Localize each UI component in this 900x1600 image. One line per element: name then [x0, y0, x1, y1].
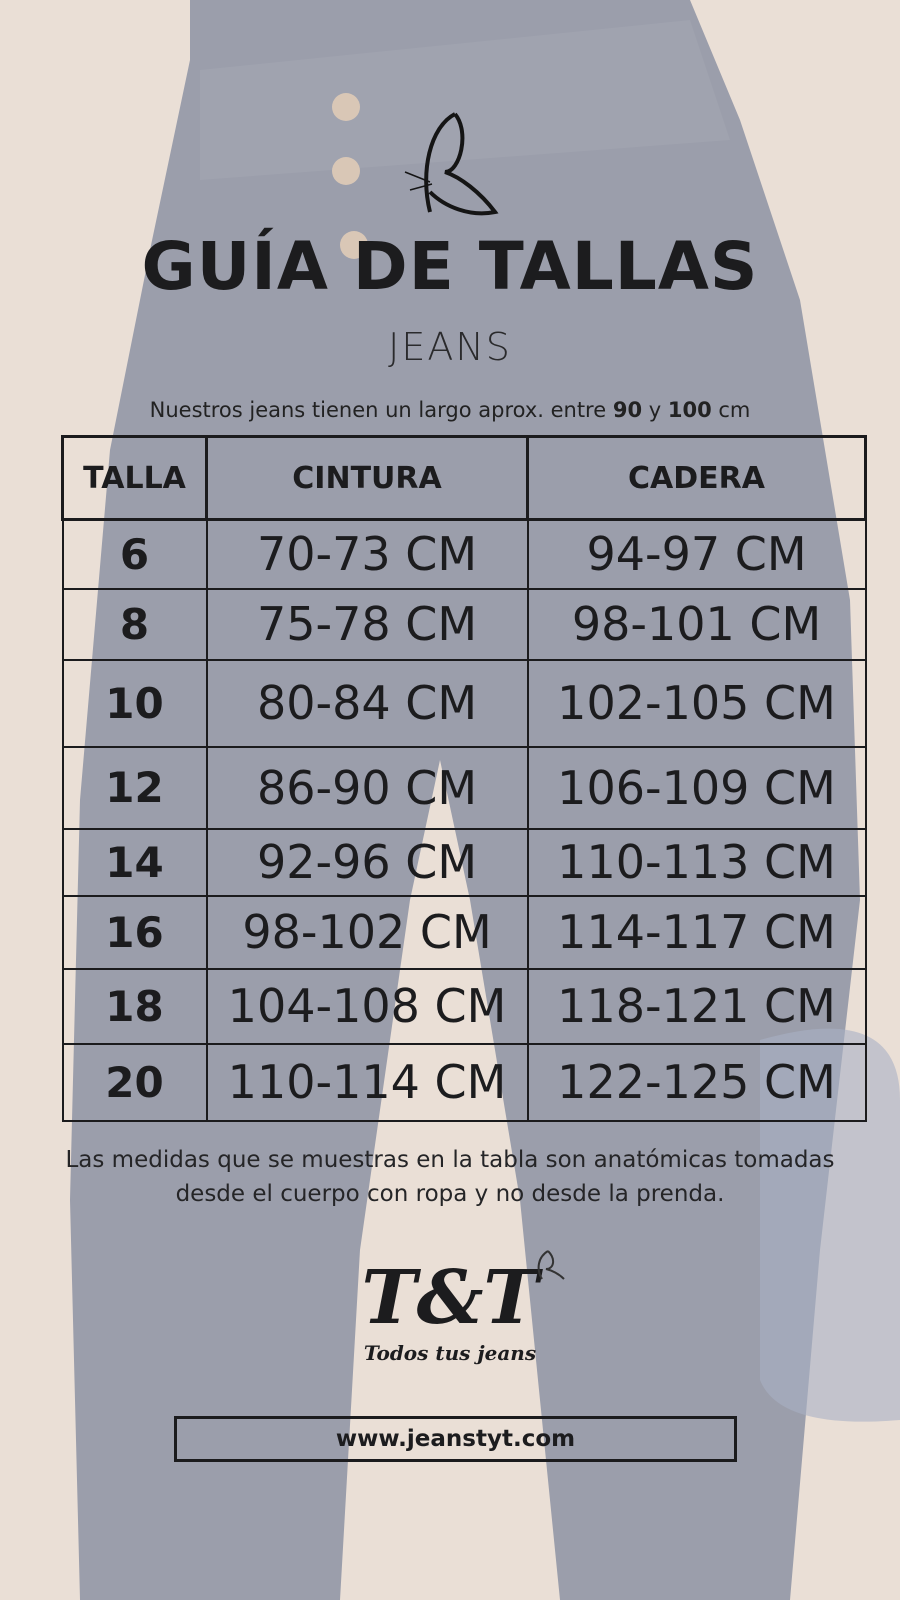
waist-cell: 110-114 CM — [205, 1042, 529, 1122]
page-subtitle: JEANS — [388, 325, 512, 369]
size-cell: 10 — [61, 658, 208, 748]
size-cell: 16 — [61, 894, 208, 970]
page-title: GUÍA DE TALLAS — [141, 228, 759, 305]
brand-logo: T&T Todos tus jeans — [330, 1250, 570, 1395]
waist-cell: 86-90 CM — [205, 745, 529, 830]
disclaimer: Las medidas que se muestras en la tabla … — [65, 1147, 835, 1207]
size-cell: 14 — [61, 827, 208, 897]
size-cell: 18 — [61, 967, 208, 1045]
hip-cell: 106-109 CM — [526, 745, 867, 830]
note-max: 100 — [667, 398, 712, 422]
hip-cell: 102-105 CM — [526, 658, 867, 748]
waist-cell: 80-84 CM — [205, 658, 529, 748]
waist-cell: 92-96 CM — [205, 827, 529, 897]
size-cell: 8 — [61, 587, 208, 661]
hip-cell: 110-113 CM — [526, 827, 867, 897]
butterfly-icon — [537, 1250, 565, 1280]
size-cell: 20 — [61, 1042, 208, 1122]
hip-cell: 122-125 CM — [526, 1042, 867, 1122]
note-text: cm — [711, 398, 751, 422]
table-row: 14 92-96 CM 110-113 CM — [61, 827, 867, 897]
length-note: Nuestros jeans tienen un largo aprox. en… — [0, 398, 900, 422]
header-cadera: CADERA — [526, 435, 867, 521]
header-talla: TALLA — [61, 435, 208, 521]
table-row: 18 104-108 CM 118-121 CM — [61, 967, 867, 1045]
note-min: 90 — [612, 398, 643, 422]
size-table: TALLA CINTURA CADERA 6 70-73 CM 94-97 CM 8 7… — [61, 435, 867, 1122]
size-cell: 6 — [61, 518, 208, 590]
table-row: 10 80-84 CM 102-105 CM — [61, 658, 867, 748]
waist-cell: 70-73 CM — [205, 518, 529, 590]
table-row: 20 110-114 CM 122-125 CM — [61, 1042, 867, 1122]
header-cintura: CINTURA — [205, 435, 529, 521]
waist-cell: 98-102 CM — [205, 894, 529, 970]
note-text: y — [642, 398, 668, 422]
logo-tagline: Todos tus jeans — [363, 1341, 537, 1365]
table-row: 6 70-73 CM 94-97 CM — [61, 518, 867, 590]
logo-text: T&T — [361, 1255, 539, 1341]
size-cell: 12 — [61, 745, 208, 830]
table-row: 12 86-90 CM 106-109 CM — [61, 745, 867, 830]
butterfly-icon — [404, 112, 499, 216]
note-text: Nuestros jeans tienen un largo aprox. en… — [149, 398, 613, 422]
waist-cell: 104-108 CM — [205, 967, 529, 1045]
table-header-row: TALLA CINTURA CADERA — [61, 435, 867, 521]
table-row: 16 98-102 CM 114-117 CM — [61, 894, 867, 970]
website-link[interactable]: www.jeanstyt.com — [174, 1416, 737, 1462]
waist-cell: 75-78 CM — [205, 587, 529, 661]
hip-cell: 114-117 CM — [526, 894, 867, 970]
hip-cell: 118-121 CM — [526, 967, 867, 1045]
hip-cell: 94-97 CM — [526, 518, 867, 590]
hip-cell: 98-101 CM — [526, 587, 867, 661]
table-row: 8 75-78 CM 98-101 CM — [61, 587, 867, 661]
